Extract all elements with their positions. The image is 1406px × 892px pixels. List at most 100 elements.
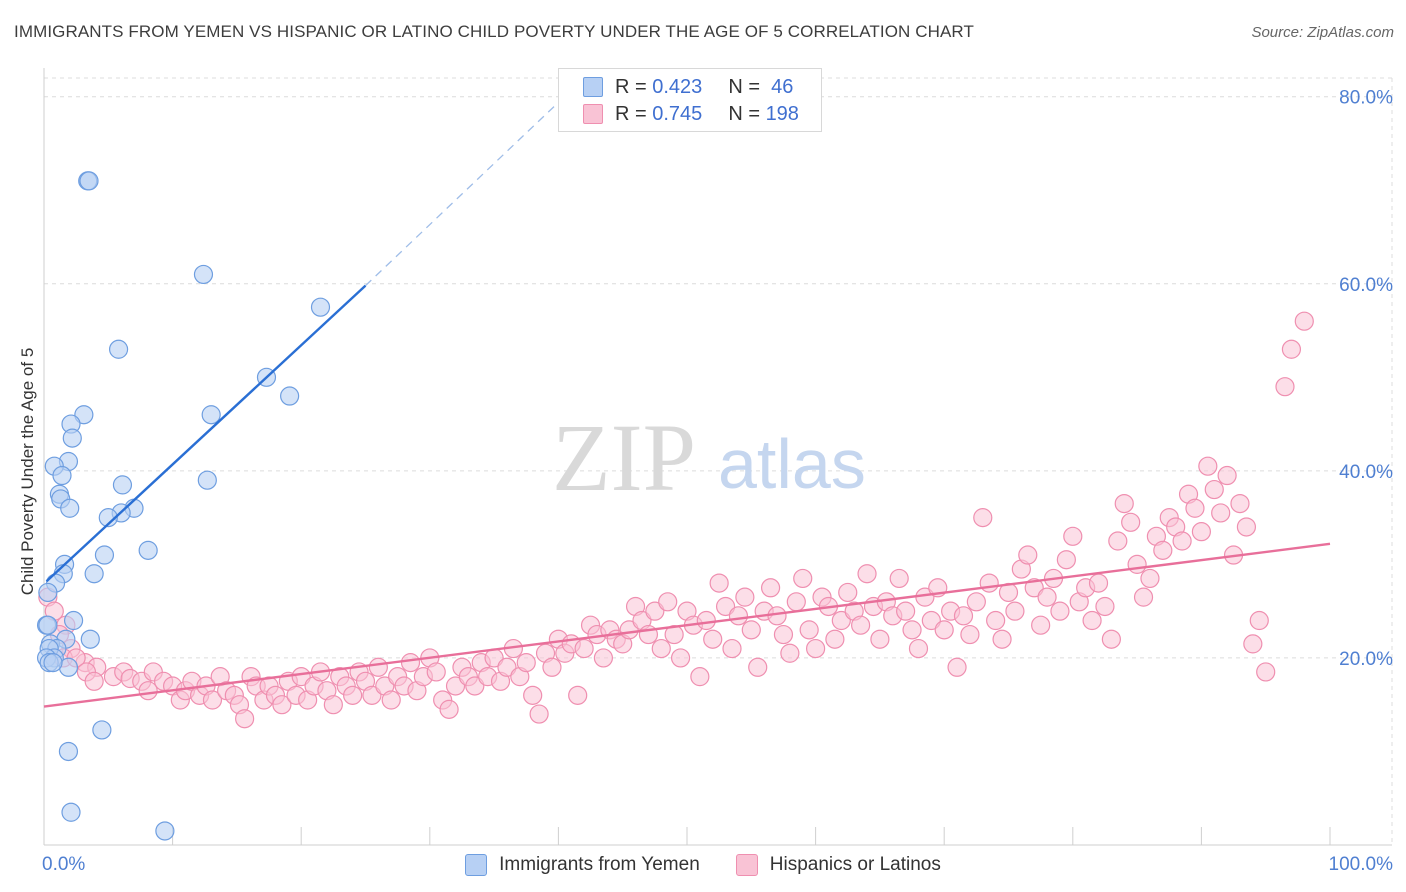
hispanic-point — [953, 606, 974, 626]
hispanic-point — [516, 653, 536, 673]
hispanic-point — [1095, 596, 1115, 617]
legend-n-value: 198 — [765, 102, 799, 125]
hispanic-point — [1133, 587, 1154, 607]
hispanic-point — [934, 620, 954, 640]
yemen-point — [92, 720, 112, 740]
yemen-point — [201, 405, 221, 425]
legend-r-value: 0.423 — [652, 75, 703, 98]
hispanic-point — [741, 620, 761, 640]
hispanic-point — [908, 638, 929, 659]
hispanic-point — [381, 690, 401, 710]
hispanic-point — [735, 587, 755, 607]
series-legend-yemen: Immigrants from Yemen — [465, 854, 700, 876]
hispanic-point — [728, 606, 749, 626]
hispanic-point — [323, 695, 343, 715]
hispanic-point — [1063, 526, 1083, 546]
x-tick-label: 100.0% — [1329, 854, 1394, 875]
hispanic-point — [542, 657, 562, 677]
legend-row-hispanic: R = 0.745 N = 198 — [583, 102, 799, 126]
hispanic-point — [1256, 662, 1276, 682]
hispanic-point — [773, 624, 794, 645]
hispanic-point — [1101, 629, 1121, 649]
legend-n-value: 46 — [765, 75, 794, 98]
yemen-point — [84, 564, 104, 584]
hispanic-point — [568, 685, 588, 705]
yemen-point — [61, 802, 81, 822]
legend-r-label: R = — [615, 75, 653, 98]
hispanic-point — [1204, 479, 1224, 500]
series-name-hispanic: Hispanics or Latinos — [769, 854, 941, 875]
hispanic-point — [947, 657, 967, 677]
yemen-point — [108, 339, 129, 359]
series-swatch-pink — [735, 854, 758, 876]
yemen-point — [63, 610, 84, 631]
source-label: Source: ZipAtlas.com — [1251, 24, 1394, 41]
hispanic-point — [497, 657, 517, 677]
zipatlas-watermark: ZIP atlas — [552, 404, 866, 511]
hispanic-point — [465, 676, 485, 696]
hispanic-point — [202, 690, 223, 710]
yemen-point — [98, 508, 118, 528]
hispanic-point — [1243, 634, 1263, 654]
hispanic-point — [1108, 531, 1128, 551]
hispanic-point — [658, 592, 678, 612]
hispanic-point — [722, 638, 742, 659]
hispanic-point — [960, 624, 980, 645]
watermark-atlas: atlas — [718, 425, 866, 503]
series-legend: Immigrants from Yemen Hispanics or Latin… — [0, 852, 1406, 878]
hispanic-point — [1211, 503, 1231, 523]
hispanic-point — [1191, 522, 1212, 542]
hispanic-point — [780, 643, 800, 663]
yemen-point — [310, 297, 331, 317]
yemen-point — [80, 629, 100, 649]
axis-labels: 20.0% 40.0% 60.0% 80.0% 0.0% 100.0% Child Pove… — [18, 88, 1393, 875]
hispanic-point — [445, 676, 466, 696]
legend-r-value: 0.745 — [652, 102, 703, 125]
hispanic-point — [831, 610, 851, 631]
yemen-point — [62, 428, 82, 448]
hispanic-point — [1114, 493, 1134, 514]
hispanic-point — [1249, 610, 1269, 631]
hispanic-point — [1230, 493, 1250, 514]
hispanic-point — [715, 596, 736, 617]
hispanic-point — [793, 568, 813, 589]
legend-row-yemen: R = 0.423 N = 46 — [583, 75, 793, 99]
hispanic-point — [838, 582, 858, 603]
hispanic-point — [851, 615, 871, 635]
hispanic-point — [368, 657, 388, 677]
yemen-point — [280, 386, 300, 406]
hispanic-point — [1024, 578, 1044, 598]
y-axis-label: Child Poverty Under the Age of 5 — [18, 348, 37, 596]
trend-lines — [43, 77, 1331, 708]
hispanic-point — [786, 592, 806, 612]
yemen-point — [197, 470, 217, 490]
hispanic-point — [1082, 610, 1102, 631]
hispanic-point — [902, 620, 922, 640]
hispanic-point — [343, 685, 363, 705]
hispanic-point — [1050, 601, 1070, 621]
yemen-trend-extension — [365, 77, 585, 287]
legend-n-label: N = — [728, 102, 766, 125]
hispanic-point — [1185, 498, 1205, 518]
hispanic-point — [921, 610, 941, 631]
hispanic-point — [1140, 568, 1160, 589]
hispanic-point — [1127, 554, 1147, 574]
yemen-point — [138, 540, 158, 560]
hispanic-point — [1281, 339, 1302, 359]
yemen-points — [36, 171, 331, 841]
hispanic-point — [709, 573, 729, 593]
hispanic-point — [992, 629, 1012, 649]
hispanic-point — [889, 568, 909, 589]
hispanic-point — [138, 681, 158, 701]
hispanic-point — [529, 704, 549, 724]
hispanic-point — [1018, 545, 1038, 565]
hispanic-point — [1121, 512, 1141, 532]
hispanic-point — [1088, 573, 1109, 593]
legend-r-label: R = — [615, 102, 653, 125]
hispanic-point — [857, 564, 877, 584]
hispanic-point — [870, 629, 890, 649]
legend-swatch-pink — [583, 104, 603, 124]
hispanic-point — [799, 620, 819, 640]
hispanic-point — [593, 648, 614, 668]
x-tick-label: 0.0% — [42, 854, 85, 875]
